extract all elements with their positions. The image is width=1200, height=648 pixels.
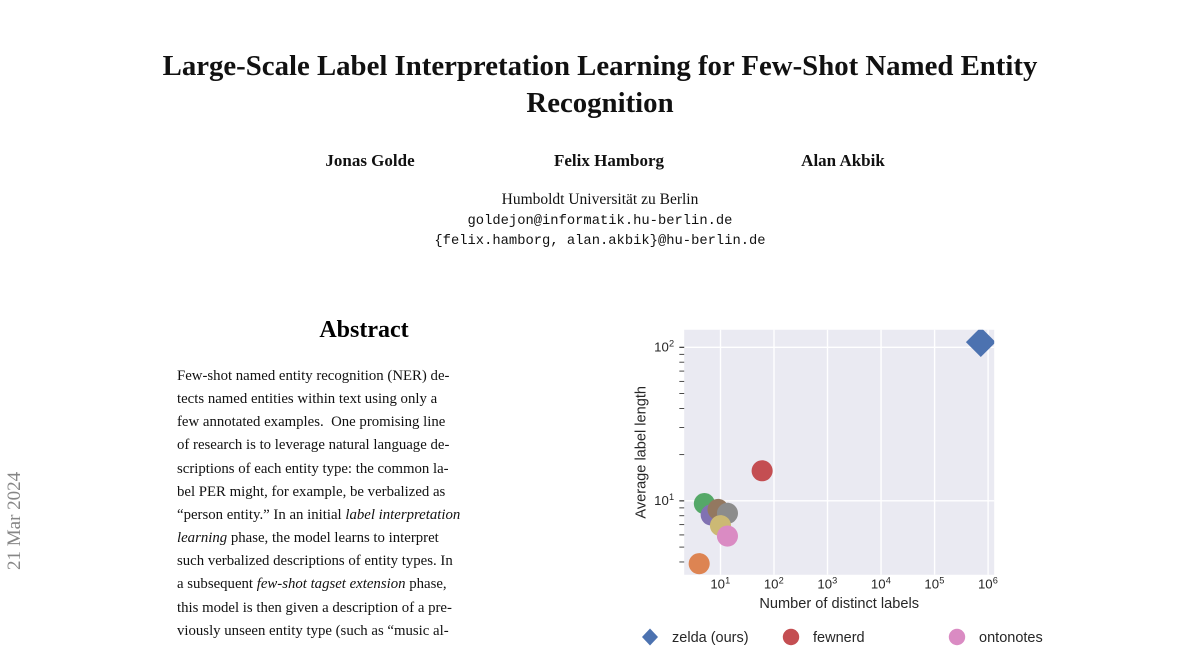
svg-text:Average label length: Average label length	[633, 386, 649, 519]
svg-text:Number of distinct labels: Number of distinct labels	[759, 596, 919, 612]
